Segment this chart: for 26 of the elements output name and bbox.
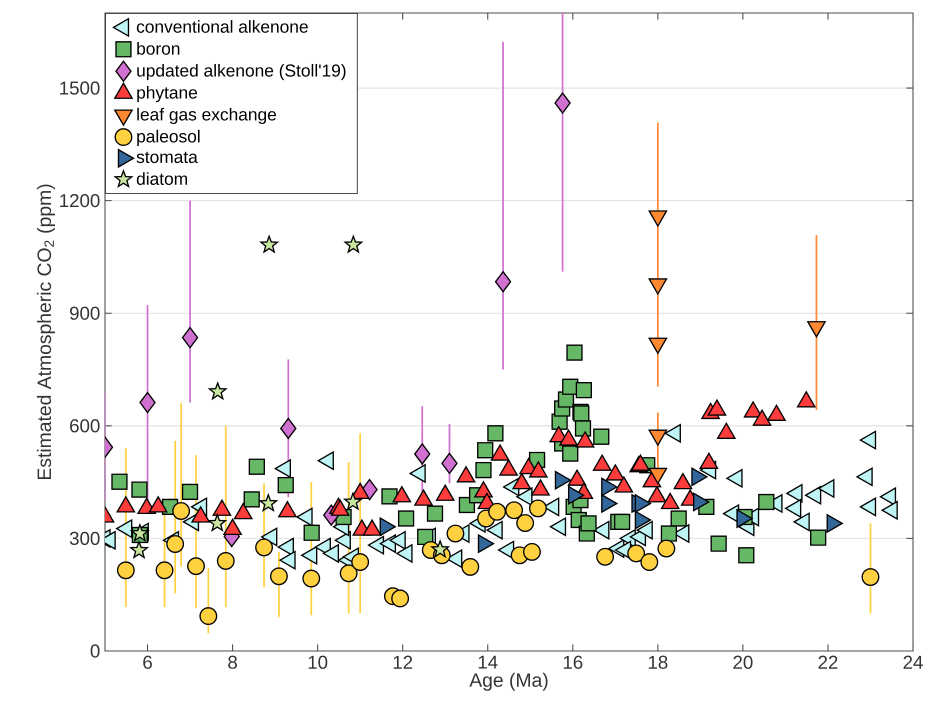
y-tick-label: 0 [90,644,100,658]
x-tick-label: 12 [394,656,412,669]
y-tick-label: 600 [70,419,100,432]
y-axis-title: Estimated Atmospheric CO$_{2}$ (ppm) [36,184,55,479]
x-axis-title: Age (Ma) [469,672,548,691]
legend-label: diatom [136,172,188,185]
legend-label: leaf gas exchange [137,108,276,124]
x-tick-label: 10 [308,656,328,669]
y-tick-label: 300 [70,532,100,546]
legend-label: phytane [137,86,198,102]
x-tick-label: 18 [648,656,668,669]
legend-label: stomata [136,152,198,164]
y-tick-label: 1500 [60,81,100,95]
legend-label: paleosol [137,130,200,146]
y-tick-label: 1200 [60,194,100,208]
y-tick-label: 900 [70,306,100,320]
x-tick-label: 8 [228,656,237,669]
x-tick-label: 24 [904,656,923,669]
legend-label: boron [137,42,180,55]
legend-label: updated alkenone (Stoll'19) [137,64,346,80]
x-tick-label: 14 [478,656,498,669]
x-tick-label: 6 [143,656,152,669]
legend-label: conventional alkenone [136,20,308,33]
x-tick-label: 16 [564,656,582,669]
x-tick-label: 20 [733,656,753,669]
x-tick-label: 22 [818,656,838,669]
